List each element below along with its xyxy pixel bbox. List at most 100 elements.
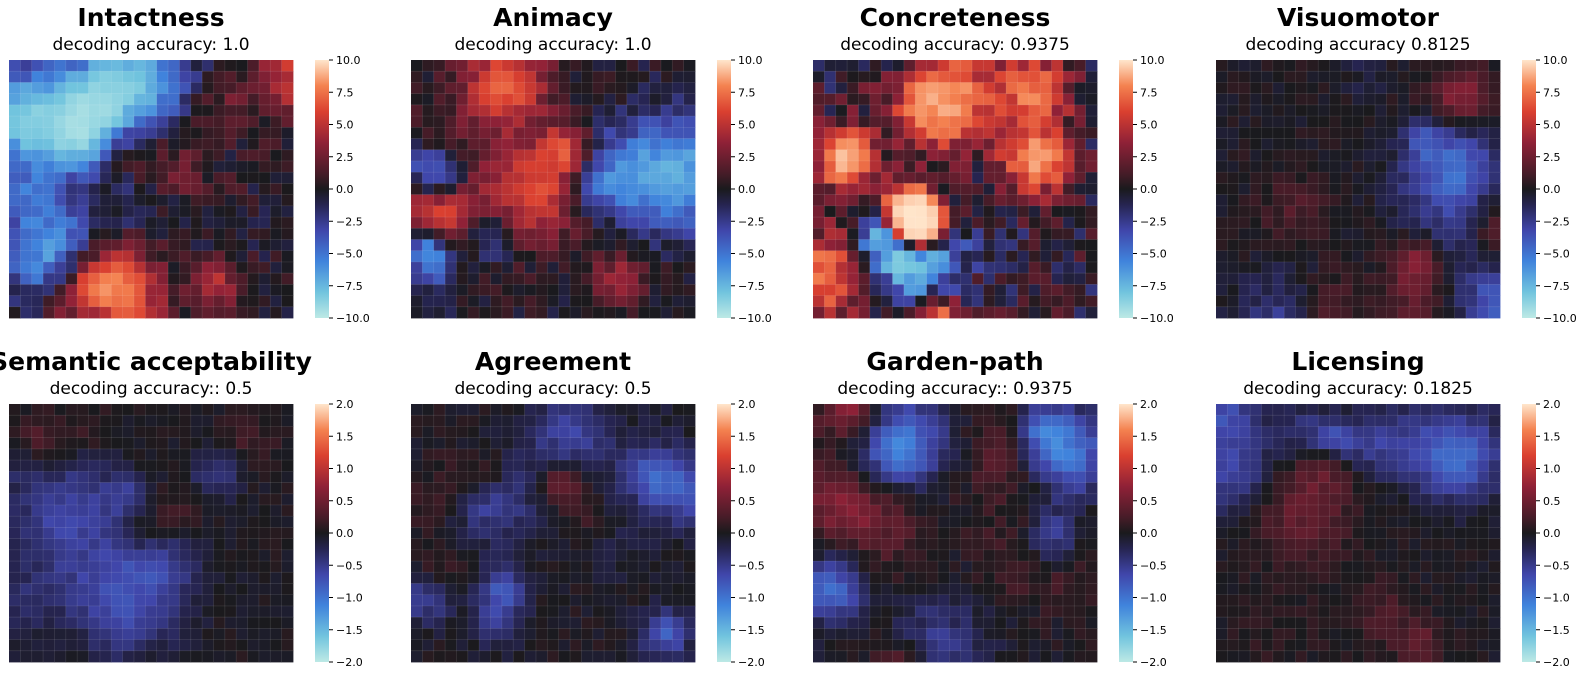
- heatmap-cell: [224, 261, 237, 274]
- heatmap-cell: [1477, 71, 1490, 83]
- heatmap-cell: [813, 471, 825, 483]
- heatmap-cell: [501, 650, 514, 663]
- heatmap-cell: [213, 127, 226, 139]
- heatmap-cell: [111, 217, 123, 229]
- heatmap-cell: [881, 437, 893, 450]
- heatmap-cell: [683, 594, 696, 607]
- heatmap-cell: [433, 639, 446, 652]
- heatmap-cell: [122, 239, 135, 252]
- heatmap-cell: [869, 516, 882, 528]
- heatmap-cell: [258, 306, 271, 319]
- heatmap-cell: [270, 493, 283, 506]
- heatmap-cell: [145, 437, 158, 450]
- heatmap-cell: [1329, 239, 1342, 252]
- heatmap-cell: [1318, 295, 1330, 308]
- heatmap-cell: [145, 127, 158, 139]
- heatmap-cell: [626, 172, 639, 184]
- heatmap-cell: [1017, 549, 1030, 562]
- heatmap-cell: [926, 583, 939, 596]
- heatmap-cell: [592, 404, 605, 416]
- heatmap-cell: [479, 127, 491, 139]
- heatmap-cell: [1340, 516, 1353, 528]
- heatmap-cell: [558, 583, 571, 596]
- heatmap-cell: [1329, 549, 1342, 562]
- heatmap-cell: [983, 284, 996, 296]
- heatmap-cell: [824, 228, 837, 240]
- heatmap-cell: [1431, 295, 1444, 308]
- heatmap-cell: [1363, 404, 1376, 416]
- heatmap-cell: [156, 295, 169, 308]
- heatmap-cell: [1074, 149, 1087, 162]
- heatmap-cell: [858, 194, 871, 207]
- heatmap-cell: [581, 437, 594, 450]
- heatmap-cell: [145, 415, 158, 427]
- heatmap-cell: [1318, 82, 1330, 95]
- heatmap-cell: [1329, 116, 1342, 128]
- heatmap-cell: [456, 250, 469, 263]
- heatmap-cell: [122, 605, 135, 618]
- heatmap-cell: [1477, 116, 1490, 128]
- heatmap-cell: [915, 127, 927, 139]
- heatmap-cell: [824, 426, 837, 439]
- heatmap-cell: [1238, 460, 1251, 472]
- heatmap-cell: [77, 404, 89, 416]
- heatmap-cell: [835, 149, 848, 162]
- heatmap-cell: [1386, 617, 1399, 629]
- heatmap-cell: [660, 205, 673, 218]
- heatmap-cell: [9, 527, 21, 540]
- heatmap-cell: [1409, 516, 1421, 528]
- heatmap-cell: [213, 426, 226, 439]
- heatmap-cell: [1238, 160, 1251, 173]
- heatmap-cell: [1397, 504, 1410, 517]
- heatmap-cell: [547, 284, 560, 296]
- heatmap-cell: [422, 93, 435, 106]
- heatmap-cell: [479, 639, 491, 652]
- heatmap-cell: [281, 404, 294, 416]
- heatmap-cell: [892, 527, 905, 540]
- heatmap-cell: [581, 205, 594, 218]
- heatmap-cell: [683, 650, 696, 663]
- heatmap-cell: [660, 516, 673, 528]
- heatmap-cell: [65, 306, 78, 319]
- heatmap-cell: [9, 261, 21, 274]
- heatmap-cell: [983, 138, 996, 151]
- heatmap-cell: [1006, 493, 1018, 506]
- heatmap-cell: [224, 160, 237, 173]
- heatmap-cell: [133, 605, 146, 618]
- heatmap-cell: [1062, 93, 1075, 106]
- heatmap-cell: [660, 160, 673, 173]
- heatmap-cell: [626, 572, 639, 584]
- heatmap-cell: [892, 138, 905, 151]
- heatmap-cell: [1040, 628, 1052, 640]
- heatmap-cell: [501, 504, 514, 517]
- heatmap-cell: [660, 437, 673, 450]
- heatmap-cell: [604, 538, 616, 551]
- heatmap-cell: [1238, 82, 1251, 95]
- heatmap-cell: [133, 104, 146, 117]
- heatmap-cell: [1352, 516, 1365, 528]
- heatmap-cell: [1074, 217, 1087, 229]
- heatmap-cell: [145, 404, 158, 416]
- heatmap-cell: [1006, 605, 1018, 618]
- heatmap-cell: [1465, 93, 1478, 106]
- heatmap-cell: [937, 617, 950, 629]
- heatmap-cell: [479, 93, 491, 106]
- heatmap-cell: [433, 617, 446, 629]
- heatmap-cell: [649, 471, 662, 483]
- heatmap-cell: [43, 116, 55, 128]
- heatmap-cell: [1363, 82, 1376, 95]
- heatmap-cell: [1363, 516, 1376, 528]
- heatmap-cell: [1488, 194, 1501, 207]
- heatmap-cell: [592, 116, 605, 128]
- heatmap-cell: [1329, 583, 1342, 596]
- heatmap-cell: [1062, 71, 1075, 83]
- heatmap-cell: [558, 650, 571, 663]
- heatmap-cell: [1318, 160, 1330, 173]
- heatmap-cell: [892, 493, 905, 506]
- heatmap-cell: [1420, 471, 1433, 483]
- heatmap-cell: [77, 516, 89, 528]
- heatmap-cell: [881, 250, 893, 263]
- heatmap-cell: [604, 261, 616, 274]
- heatmap-cell: [558, 239, 571, 252]
- heatmap-cell: [592, 504, 605, 517]
